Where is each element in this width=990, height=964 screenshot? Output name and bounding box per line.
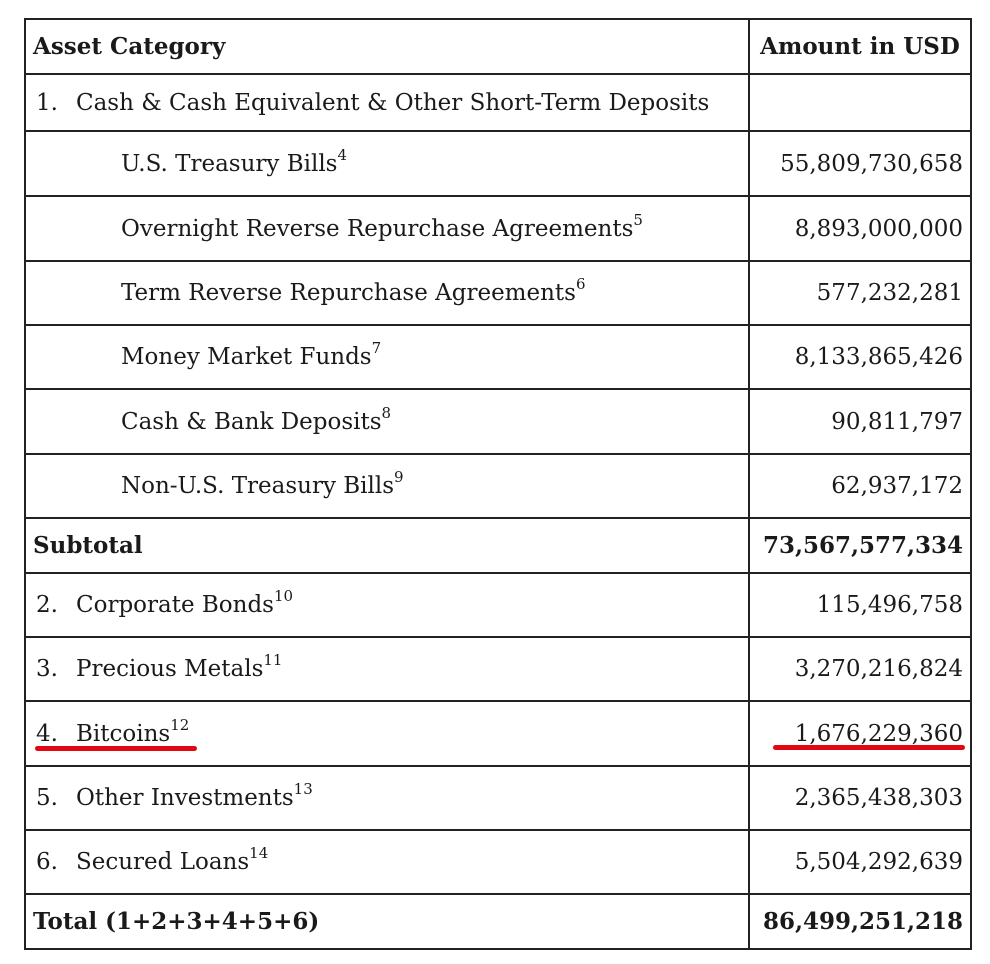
row-number: 2. <box>36 592 58 618</box>
row-label: Overnight Reverse Repurchase Agreements <box>121 215 634 242</box>
asset-table: Asset Category Amount in USD 1. Cash & Ca… <box>24 18 972 950</box>
footnote-ref: 13 <box>293 780 313 798</box>
table-row: 2. Corporate Bonds10 115,496,758 <box>24 572 972 638</box>
row-amount: 2,365,438,303 <box>748 765 972 831</box>
header-row: Asset Category Amount in USD <box>24 18 972 75</box>
footnote-ref: 7 <box>371 339 382 357</box>
footnote-ref: 14 <box>249 844 269 862</box>
footnote-ref: 8 <box>381 403 392 422</box>
section-row-cash: 1. Cash & Cash Equivalent & Other Short-T… <box>24 73 972 132</box>
subtotal-amount: 73,567,577,334 <box>748 517 972 574</box>
table-row: U.S. Treasury Bills4 55,809,730,658 <box>24 130 972 197</box>
row-label: Precious Metals <box>76 656 264 682</box>
row-label: U.S. Treasury Bills <box>121 150 338 177</box>
highlight-underline-label <box>35 746 197 751</box>
row-amount: 3,270,216,824 <box>748 636 972 702</box>
row-label: Cash & Bank Deposits <box>121 408 382 435</box>
table-row: Non-U.S. Treasury Bills9 62,937,172 <box>24 453 972 519</box>
row-amount: 90,811,797 <box>748 388 972 455</box>
row-amount: 115,496,758 <box>748 572 972 638</box>
row-number: 6. <box>36 849 58 875</box>
row-amount: 8,133,865,426 <box>748 324 972 390</box>
table-row: 3. Precious Metals11 3,270,216,824 <box>24 636 972 702</box>
footnote-ref: 9 <box>394 468 404 486</box>
subtotal-label: Subtotal <box>24 517 750 574</box>
footnote-ref: 6 <box>575 275 586 293</box>
table-row: Term Reverse Repurchase Agreements6 577,… <box>24 260 972 326</box>
footnote-ref: 12 <box>170 715 190 734</box>
table-row: Money Market Funds7 8,133,865,426 <box>24 324 972 390</box>
table-row-highlighted: 4. Bitcoins12 1,676,229,360 <box>24 700 972 767</box>
subtotal-row: Subtotal 73,567,577,334 <box>24 517 972 574</box>
section-amount-cell <box>748 73 972 132</box>
row-number: 1. <box>36 89 58 116</box>
row-label: Other Investments <box>76 785 294 811</box>
footnote-ref: 5 <box>633 210 643 229</box>
row-label: Money Market Funds <box>121 344 372 370</box>
table-row: 6. Secured Loans14 5,504,292,639 <box>24 829 972 895</box>
footnote-ref: 11 <box>263 651 283 669</box>
row-amount: 5,504,292,639 <box>748 829 972 895</box>
header-category: Asset Category <box>24 18 750 75</box>
row-amount: 55,809,730,658 <box>748 130 972 197</box>
section-label: Cash & Cash Equivalent & Other Short-Ter… <box>76 89 710 116</box>
row-label: Corporate Bonds <box>76 592 274 618</box>
row-label: Bitcoins <box>76 720 171 747</box>
row-label: Non-U.S. Treasury Bills <box>121 473 395 499</box>
row-label: Term Reverse Repurchase Agreements <box>121 280 576 306</box>
row-amount: 62,937,172 <box>748 453 972 519</box>
row-label: Secured Loans <box>76 849 250 875</box>
total-row: Total (1+2+3+4+5+6) 86,499,251,218 <box>24 893 972 950</box>
highlight-underline-amount <box>773 745 965 750</box>
footnote-ref: 10 <box>273 587 294 605</box>
row-number: 5. <box>36 785 58 811</box>
row-amount: 8,893,000,000 <box>748 195 972 262</box>
table-row: Overnight Reverse Repurchase Agreements5… <box>24 195 972 262</box>
total-amount: 86,499,251,218 <box>748 893 972 950</box>
total-label: Total (1+2+3+4+5+6) <box>24 893 750 950</box>
row-amount: 1,676,229,360 <box>748 700 972 767</box>
table-row: 5. Other Investments13 2,365,438,303 <box>24 765 972 831</box>
row-number: 3. <box>36 656 58 682</box>
header-amount: Amount in USD <box>748 18 972 75</box>
row-number: 4. <box>36 720 58 747</box>
section-label-cell: 1. Cash & Cash Equivalent & Other Short-T… <box>24 73 750 132</box>
table-row: Cash & Bank Deposits8 90,811,797 <box>24 388 972 455</box>
footnote-ref: 4 <box>337 145 348 164</box>
row-amount: 577,232,281 <box>748 260 972 326</box>
